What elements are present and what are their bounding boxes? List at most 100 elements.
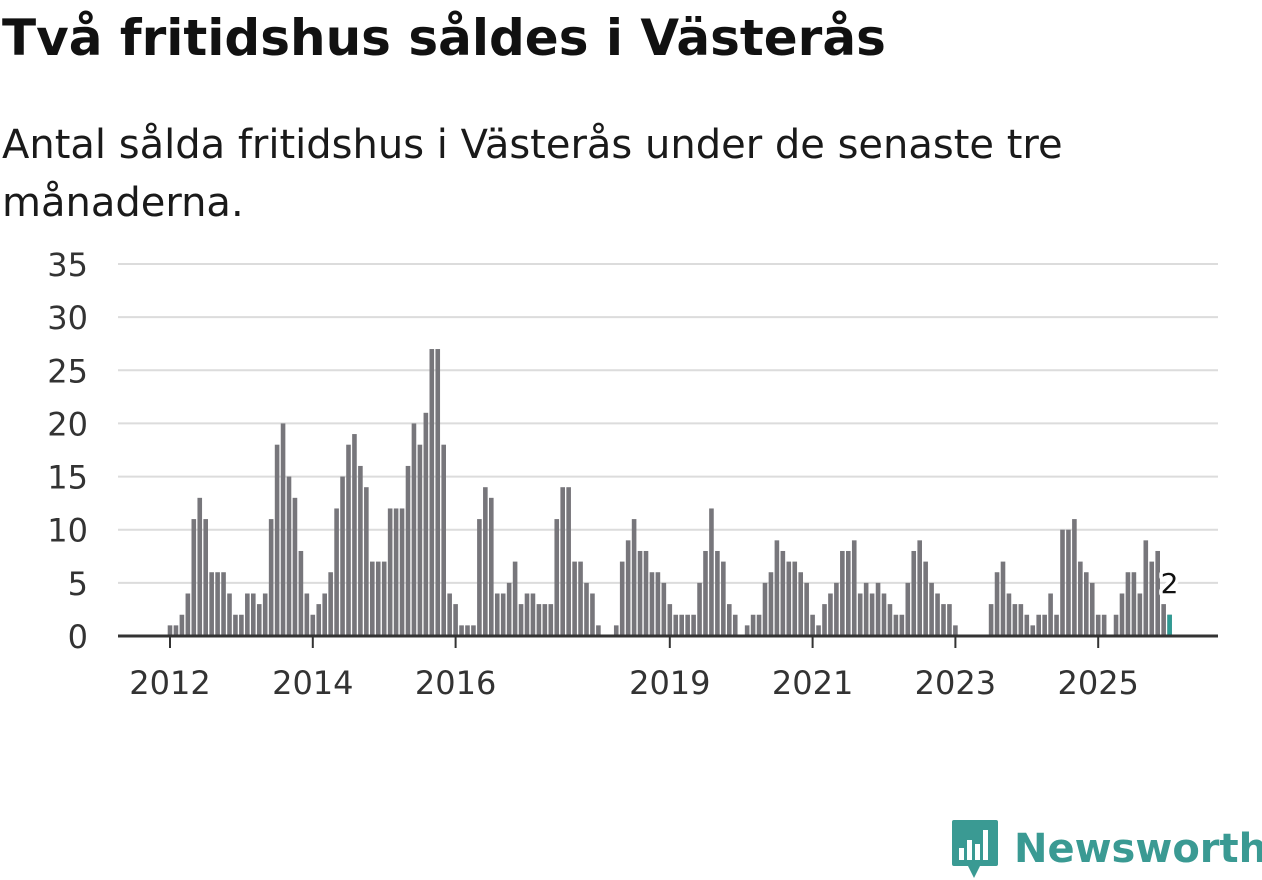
x-tick-label: 2016 — [415, 664, 496, 702]
bar — [280, 423, 286, 636]
bar — [798, 572, 803, 636]
bar — [500, 593, 506, 636]
bar — [941, 604, 946, 636]
bar — [560, 487, 565, 636]
bar — [251, 593, 256, 636]
bar — [286, 476, 292, 636]
bar — [1012, 604, 1018, 636]
bar-series — [167, 349, 1172, 636]
y-tick-label: 30 — [47, 299, 88, 337]
bar — [1101, 614, 1107, 636]
bar — [1119, 593, 1125, 636]
bar — [411, 423, 417, 636]
bar — [256, 604, 262, 636]
bar — [1089, 582, 1095, 636]
bar — [310, 614, 316, 636]
bar — [1143, 540, 1149, 636]
bar — [459, 625, 464, 636]
x-tick-label: 2014 — [272, 664, 353, 702]
bar — [953, 625, 958, 636]
bar — [364, 487, 369, 636]
bar — [1155, 550, 1160, 636]
bar — [292, 497, 298, 636]
bar — [911, 550, 917, 636]
bar — [596, 625, 601, 636]
bar — [768, 572, 774, 636]
bar — [221, 572, 226, 636]
y-tick-label: 25 — [47, 352, 88, 390]
bar — [239, 614, 244, 636]
bar — [709, 508, 714, 636]
bar — [846, 550, 851, 636]
bar — [1113, 614, 1119, 636]
bar — [887, 604, 893, 636]
x-tick-label: 2023 — [915, 664, 996, 702]
bar — [578, 561, 583, 636]
bar — [512, 561, 518, 636]
bar — [524, 593, 530, 636]
bar — [566, 487, 571, 636]
highlight-bar — [1167, 614, 1172, 636]
bar — [697, 582, 702, 636]
bar — [352, 434, 357, 636]
bar — [679, 614, 684, 636]
y-tick-label: 0 — [68, 618, 88, 656]
bar — [1137, 593, 1143, 636]
bar — [173, 625, 179, 636]
y-tick-label: 5 — [68, 565, 88, 603]
highlight-value-label: 2 — [1161, 567, 1179, 600]
bar — [423, 412, 429, 636]
bar — [1054, 614, 1059, 636]
bar — [1030, 625, 1036, 636]
bar — [1048, 593, 1053, 636]
bar — [988, 604, 994, 636]
bar — [179, 614, 185, 636]
y-tick-label: 10 — [47, 512, 88, 550]
bar — [1066, 529, 1071, 636]
bar — [262, 593, 268, 636]
bar — [298, 550, 304, 636]
bar — [274, 444, 280, 636]
bar — [1000, 561, 1006, 636]
bar — [613, 625, 619, 636]
bar — [346, 444, 351, 636]
bar — [792, 561, 798, 636]
bar — [750, 614, 756, 636]
x-tick-label: 2021 — [772, 664, 853, 702]
bar — [393, 508, 399, 636]
bar — [661, 582, 667, 636]
bar — [447, 593, 452, 636]
bar — [863, 582, 869, 636]
bar — [441, 444, 446, 636]
bar — [1024, 614, 1030, 636]
bar — [810, 614, 815, 636]
bar — [506, 582, 512, 636]
bar — [667, 604, 673, 636]
bar — [453, 604, 458, 636]
bar — [721, 561, 726, 636]
bar — [905, 582, 911, 636]
bar — [477, 519, 482, 636]
x-tick-label: 2012 — [129, 664, 210, 702]
x-tick-label: 2019 — [629, 664, 710, 702]
bar — [1095, 614, 1101, 636]
bar — [381, 561, 387, 636]
bar — [851, 540, 857, 636]
bar — [1131, 572, 1137, 636]
bar — [881, 593, 887, 636]
bar — [370, 561, 375, 636]
bar — [857, 593, 863, 636]
bar — [762, 582, 768, 636]
bar — [191, 519, 197, 636]
bar — [268, 519, 274, 636]
bar — [334, 508, 339, 636]
bar — [727, 604, 732, 636]
bar — [1006, 593, 1012, 636]
bar — [637, 550, 643, 636]
bar — [209, 572, 214, 636]
bar — [358, 465, 363, 636]
bar — [340, 476, 345, 636]
bar — [786, 561, 792, 636]
bar — [590, 593, 595, 636]
